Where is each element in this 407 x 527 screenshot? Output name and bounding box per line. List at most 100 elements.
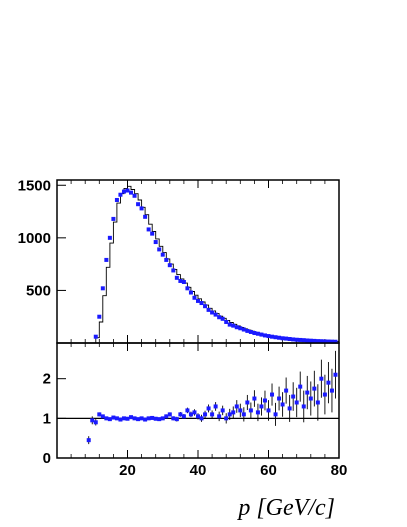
- ratio-point: [86, 438, 91, 443]
- data-point: [181, 280, 186, 285]
- data-point: [333, 339, 338, 344]
- data-point: [326, 339, 331, 344]
- y-tick-label: 2: [43, 371, 51, 388]
- data-point: [100, 286, 105, 291]
- ratio-point: [139, 416, 144, 421]
- ratio-point: [308, 396, 313, 401]
- ratio-point: [132, 416, 137, 421]
- ratio-point: [291, 394, 296, 399]
- data-point: [139, 206, 144, 211]
- data-point: [319, 339, 324, 344]
- ratio-point: [277, 396, 282, 401]
- data-point: [114, 197, 119, 202]
- ratio-point: [153, 416, 158, 421]
- ratio-point: [252, 396, 257, 401]
- ratio-point: [319, 376, 324, 381]
- data-point: [129, 190, 134, 195]
- ratio-point: [315, 400, 320, 405]
- ratio-point: [136, 417, 141, 422]
- data-point: [153, 240, 158, 245]
- data-point: [118, 192, 123, 197]
- ratio-point: [255, 410, 260, 415]
- data-point: [146, 227, 151, 232]
- ratio-point: [206, 406, 211, 411]
- y-tick-label: 1000: [18, 230, 51, 247]
- ratio-point: [192, 410, 197, 415]
- ratio-point: [196, 414, 200, 419]
- data-point: [143, 214, 148, 219]
- y-tick-label: 0: [43, 450, 51, 467]
- data-point: [104, 257, 109, 262]
- data-point: [273, 335, 278, 340]
- data-point: [107, 235, 112, 240]
- ratio-point: [298, 384, 303, 389]
- mc-histogram: [92, 185, 340, 344]
- data-point: [280, 336, 285, 341]
- ratio-point: [326, 380, 331, 385]
- ratio-point: [294, 400, 299, 405]
- data-point: [185, 286, 190, 291]
- ratio-point: [262, 398, 267, 403]
- data-point: [266, 334, 271, 339]
- data-point: [160, 252, 165, 257]
- data-point: [196, 298, 200, 303]
- data-point: [220, 316, 225, 321]
- ratio-point: [118, 417, 123, 422]
- ratio-point: [210, 412, 215, 417]
- ratio-point: [220, 408, 225, 413]
- ratio-point: [301, 404, 306, 409]
- data-point: [188, 290, 193, 295]
- ratio-point: [107, 417, 112, 422]
- data-point: [301, 338, 306, 343]
- data-point: [291, 337, 296, 342]
- data-point: [305, 338, 310, 343]
- ratio-point: [322, 392, 327, 397]
- ratio-point: [312, 386, 317, 391]
- ratio-point: [284, 388, 289, 393]
- top-panel: 500 1000 1500: [18, 177, 340, 344]
- data-point: [238, 326, 243, 331]
- data-point: [312, 338, 317, 343]
- data-point: [199, 301, 204, 306]
- ratio-point: [259, 404, 264, 409]
- ratio-point: [174, 417, 179, 422]
- ratio-point: [203, 412, 208, 417]
- data-point: [245, 328, 250, 333]
- ratio-point: [125, 416, 130, 421]
- ratio-point: [114, 416, 119, 421]
- data-point: [294, 337, 299, 342]
- ratio-point: [167, 412, 172, 417]
- data-point: [234, 325, 239, 330]
- data-point: [277, 335, 282, 340]
- x-tick-label: 60: [260, 462, 277, 479]
- data-point: [255, 331, 260, 336]
- data-point: [262, 333, 267, 338]
- data-point: [252, 331, 257, 336]
- data-point: [167, 263, 172, 268]
- data-point: [213, 312, 218, 317]
- ratio-point: [305, 390, 310, 395]
- ratio-point: [227, 412, 232, 417]
- x-tick-label: 20: [119, 462, 136, 479]
- ratio-point: [238, 408, 243, 413]
- data-point: [206, 307, 211, 312]
- ratio-point: [329, 388, 334, 393]
- ratio-point: [199, 416, 204, 421]
- data-point: [125, 188, 130, 193]
- ratio-point: [178, 412, 183, 417]
- ratio-point: [287, 406, 292, 411]
- ratio-point: [164, 414, 169, 419]
- x-tick-label: 40: [190, 462, 207, 479]
- ratio-point: [217, 414, 222, 419]
- ratio-point: [100, 414, 105, 419]
- data-point: [259, 332, 264, 337]
- data-point: [308, 338, 313, 343]
- data-point: [93, 334, 98, 339]
- ratio-point: [150, 415, 155, 420]
- data-point: [315, 339, 320, 344]
- data-point: [178, 278, 183, 283]
- ratio-point: [121, 416, 126, 421]
- data-point: [270, 334, 275, 339]
- ratio-point: [241, 412, 246, 417]
- ratio-point: [171, 416, 176, 421]
